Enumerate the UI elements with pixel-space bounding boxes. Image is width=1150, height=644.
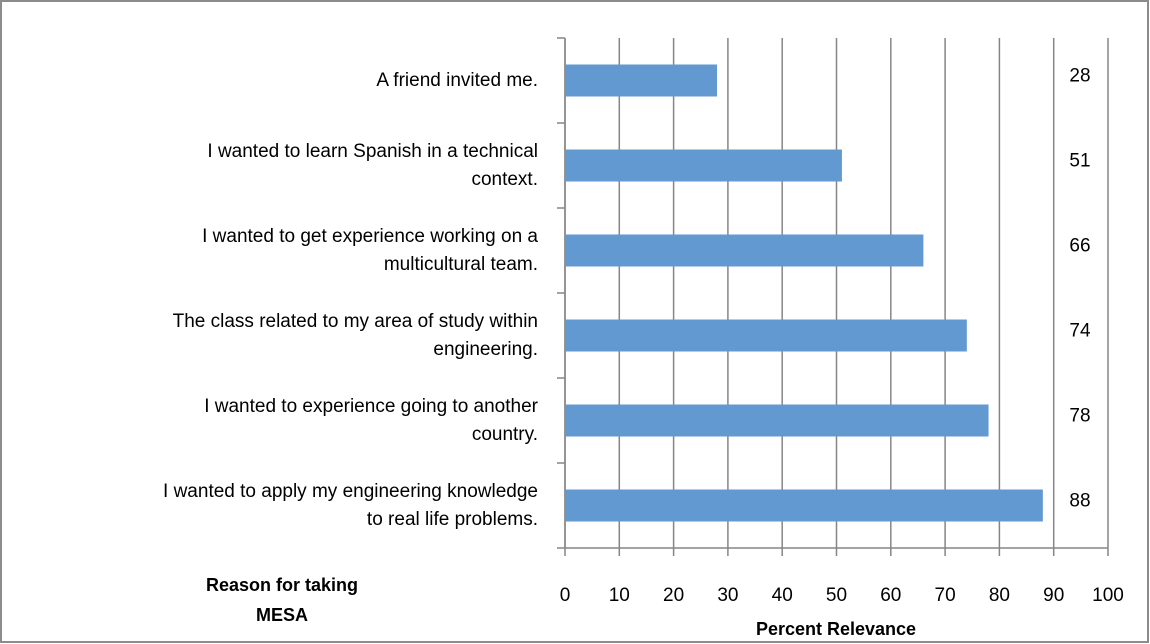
- x-tick-label: 30: [717, 585, 738, 606]
- x-tick-label: 60: [880, 585, 901, 606]
- y-tick-label: I wanted to experience going to another …: [204, 395, 538, 445]
- value-label: 51: [1069, 151, 1090, 172]
- x-axis-title: Percent Relevance: [756, 619, 916, 639]
- value-label: 66: [1069, 236, 1090, 257]
- bar: [565, 149, 842, 182]
- y-tick-label: The class related to my area of study wi…: [172, 310, 538, 360]
- bar: [565, 489, 1043, 522]
- x-tick-label: 50: [826, 585, 847, 606]
- x-tick-label: 20: [663, 585, 684, 606]
- bar: [565, 319, 967, 352]
- x-tick-label: 70: [935, 585, 956, 606]
- bar: [565, 404, 989, 437]
- x-tick-label: 40: [772, 585, 793, 606]
- x-tick-label: 80: [989, 585, 1010, 606]
- x-tick-label: 0: [560, 585, 571, 606]
- bar: [565, 64, 718, 97]
- value-label: 74: [1069, 321, 1091, 342]
- x-tick-label: 100: [1092, 585, 1124, 606]
- value-label: 88: [1069, 491, 1090, 512]
- value-label: 78: [1069, 406, 1090, 427]
- value-label: 28: [1069, 66, 1090, 87]
- y-tick-label: I wanted to get experience working on a …: [202, 225, 538, 275]
- x-tick-label: 10: [609, 585, 630, 606]
- bar: [565, 234, 924, 267]
- x-tick-label: 90: [1043, 585, 1064, 606]
- y-tick-label: A friend invited me.: [376, 69, 538, 91]
- y-axis-title: Reason for taking MESA: [205, 575, 359, 625]
- y-tick-label: I wanted to learn Spanish in a technical…: [207, 140, 538, 190]
- y-tick-label: I wanted to apply my engineering knowled…: [163, 480, 538, 530]
